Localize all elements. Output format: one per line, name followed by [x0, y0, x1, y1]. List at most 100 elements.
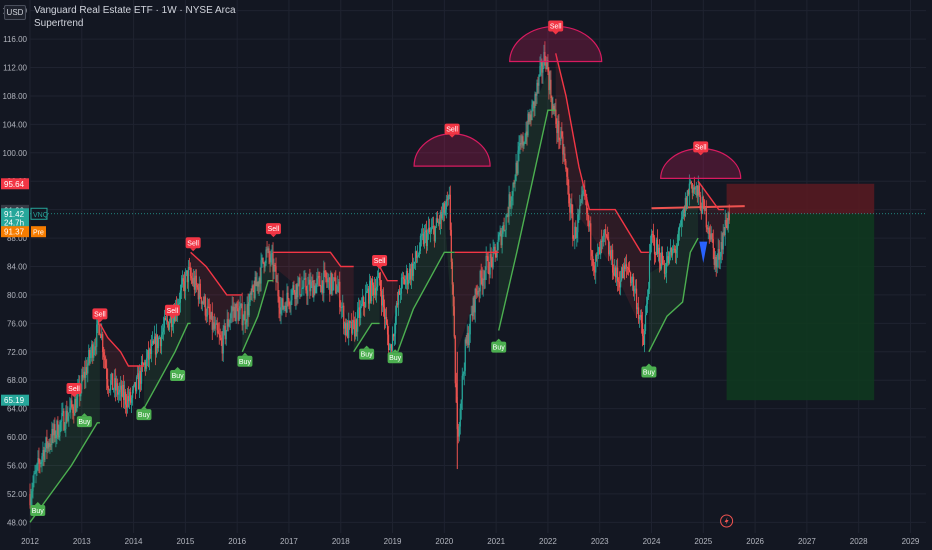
candle-body	[601, 240, 603, 242]
candle-body	[461, 375, 463, 400]
candle-body	[292, 285, 294, 291]
indicator-label[interactable]: Supertrend	[34, 18, 84, 29]
candle-body	[382, 295, 385, 308]
candle-body	[420, 235, 423, 237]
candle-body	[685, 197, 687, 209]
currency-selector[interactable]: USD	[4, 5, 26, 20]
candle-body	[183, 281, 185, 292]
candle-body	[669, 247, 672, 253]
candle-body	[696, 185, 698, 196]
candle-body	[159, 338, 162, 347]
y-tick-label: 88.00	[7, 234, 28, 243]
candle-body	[156, 334, 159, 349]
candle-body	[498, 234, 500, 240]
candle-body	[314, 285, 316, 294]
symbol-tag: VNQ	[33, 212, 49, 219]
candle-body	[345, 323, 347, 336]
candle-body	[544, 51, 546, 62]
candle-body	[144, 362, 147, 369]
candle-body	[527, 113, 529, 136]
candle-body	[693, 187, 695, 190]
candle-body	[179, 290, 181, 303]
candle-body	[578, 213, 580, 215]
candle-body	[666, 256, 669, 263]
x-tick-label: 2029	[902, 537, 920, 546]
candle-body	[38, 458, 40, 463]
candle-body	[196, 285, 198, 288]
price-label-bg	[1, 216, 29, 228]
candle-body	[205, 315, 207, 317]
candle-body	[35, 470, 37, 473]
candle-body	[711, 233, 713, 240]
candle-body	[438, 221, 440, 225]
candle-body	[510, 200, 512, 207]
candle-body	[546, 60, 548, 70]
candle-body	[459, 408, 461, 427]
candle-body	[298, 277, 300, 284]
candle-body	[166, 319, 169, 322]
candle-body	[572, 213, 574, 239]
candle-body	[556, 123, 558, 133]
candle-body	[221, 340, 223, 354]
candle-body	[356, 319, 358, 332]
x-tick-label: 2022	[539, 537, 557, 546]
signal-badge	[30, 505, 46, 517]
candle-body	[119, 389, 121, 393]
candle-body	[369, 280, 371, 304]
supertrend-fill	[379, 266, 398, 334]
candle-body	[570, 204, 572, 213]
lightning-icon	[720, 514, 734, 528]
candle-body	[502, 225, 504, 234]
symbol-title[interactable]: Vanguard Real Estate ETF · 1W · NYSE Arc…	[34, 5, 236, 16]
candle-body	[313, 285, 315, 298]
signal-text: Sell	[187, 240, 199, 247]
candle-body	[437, 221, 439, 223]
candle-body	[623, 265, 625, 279]
candle-body	[728, 212, 730, 221]
candle-body	[338, 281, 340, 287]
candle-body	[682, 208, 684, 217]
candle-body	[267, 248, 269, 250]
candle-body	[590, 223, 592, 251]
candle-body	[203, 296, 205, 304]
candle-body	[163, 317, 166, 328]
candle-body	[710, 233, 712, 240]
candle-body	[566, 168, 568, 177]
supertrend-down-line	[99, 323, 144, 367]
candle-body	[454, 336, 456, 384]
candle-body	[449, 194, 451, 230]
candle-body	[274, 264, 276, 267]
candle-body	[47, 443, 49, 449]
candles-group	[29, 41, 730, 512]
signal-text: Buy	[138, 412, 151, 419]
candle-body	[574, 226, 576, 240]
candle-body	[318, 275, 320, 277]
candle-body	[125, 391, 127, 405]
candle-body	[375, 288, 377, 296]
candle-body	[133, 382, 136, 386]
candle-body	[358, 307, 360, 310]
signal-badge	[372, 255, 388, 267]
candle-body	[42, 449, 44, 457]
candle-body	[308, 279, 310, 285]
candle-body	[387, 334, 390, 350]
candle-body	[209, 315, 211, 319]
candle-body	[690, 181, 692, 184]
candle-body	[533, 101, 535, 109]
candle-body	[629, 272, 632, 283]
candle-body	[684, 197, 686, 216]
candle-body	[401, 277, 404, 279]
candle-body	[547, 60, 549, 72]
candle-body	[697, 185, 699, 196]
signal-badge	[444, 123, 460, 135]
candle-body	[342, 305, 344, 308]
y-tick-label: 104.00	[3, 120, 28, 129]
candle-body	[94, 346, 96, 351]
candle-body	[445, 199, 447, 210]
candle-body	[223, 325, 225, 329]
candle-body	[376, 286, 378, 296]
candle-body	[157, 338, 160, 349]
candle-body	[106, 367, 108, 380]
candle-body	[562, 136, 564, 155]
